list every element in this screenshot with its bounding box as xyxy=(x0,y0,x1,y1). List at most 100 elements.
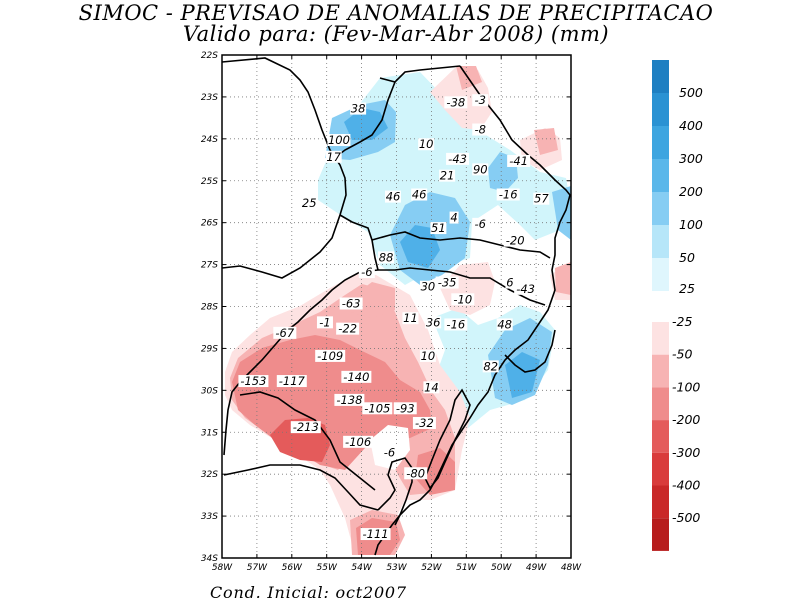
x-tick-label: 48W xyxy=(561,563,582,573)
contour-label-bg xyxy=(325,150,342,163)
contour-label-text: -106 xyxy=(345,435,371,449)
contour-label-text: -105 xyxy=(364,401,390,415)
legend-label: -50 xyxy=(672,347,692,362)
contour-label: 48 xyxy=(496,317,513,331)
contour-label-bg xyxy=(358,266,375,279)
border-state-pr-ms xyxy=(331,81,396,161)
contour-label-bg xyxy=(514,282,538,295)
y-tick-label: 23S xyxy=(201,93,218,103)
border-paraguay-brazil xyxy=(222,57,347,279)
border-argentina-brazil xyxy=(339,214,379,271)
y-tick-label: 29S xyxy=(201,344,218,354)
contour-label-text: -20 xyxy=(506,234,525,248)
contour-label: 25 xyxy=(301,196,318,210)
legend-label: 200 xyxy=(679,184,703,199)
contour-label: -16 xyxy=(496,188,520,202)
contour-label: -106 xyxy=(343,435,374,449)
contour-label: -32 xyxy=(412,416,436,430)
legend-label: 400 xyxy=(679,118,703,133)
contour-label-text: -80 xyxy=(406,466,425,480)
legend-label: -200 xyxy=(672,412,700,427)
contour-label: 6 xyxy=(505,276,515,290)
border-state-sp-pr xyxy=(379,65,461,83)
legend-swatch-blue xyxy=(652,60,669,93)
contour-label-text: 48 xyxy=(497,317,512,331)
contour-label: -43 xyxy=(514,282,538,296)
legend-swatch-red xyxy=(652,354,669,388)
x-tick-label: 53W xyxy=(386,563,407,573)
y-tick-label: 33S xyxy=(201,512,218,522)
contour-label-bg xyxy=(444,318,468,331)
legend-label: 25 xyxy=(679,281,695,296)
contour-label: -22 xyxy=(336,322,360,336)
contour-label: -153 xyxy=(238,374,269,388)
contour-label: 51 xyxy=(430,221,447,235)
anomaly-fill-mid-red-ne xyxy=(534,128,558,155)
legend-label: 50 xyxy=(679,250,695,265)
contour-label: -3 xyxy=(472,93,489,107)
anomaly-fill-mid-blue-coast xyxy=(552,186,571,240)
contour-label-text: -43 xyxy=(516,282,535,296)
legend-swatch-red xyxy=(652,420,669,453)
contour-label-bg xyxy=(423,381,440,394)
contour-label-text: -117 xyxy=(279,374,306,388)
contour-label-bg xyxy=(404,467,428,480)
border-rs-internal xyxy=(504,329,556,373)
contour-label-bg xyxy=(276,375,307,388)
y-tick-label: 25S xyxy=(201,177,218,187)
axis-ticks: 58W 57W 56W 55W 54W 53W 52W 51W 50W 49W 48W 22S 23S 2… xyxy=(201,51,582,573)
contour-label: -93 xyxy=(393,401,417,415)
contour-label-bg xyxy=(419,349,436,362)
contour-label-text: 6 xyxy=(506,276,513,290)
border-chile-grande xyxy=(239,391,376,491)
contour-label-text: 10 xyxy=(421,349,436,363)
contour-label-text: -6 xyxy=(475,217,486,231)
contour-label-bg xyxy=(334,393,365,406)
contour-label-bg xyxy=(360,528,391,541)
contour-label-bg xyxy=(385,190,402,203)
contour-label: -16 xyxy=(444,317,468,331)
contour-label-bg xyxy=(381,446,398,459)
contour-label-text: -67 xyxy=(275,326,294,340)
legend-swatch-red xyxy=(652,485,669,519)
y-tick-label: 34S xyxy=(201,554,218,564)
contour-label: 36 xyxy=(425,315,442,329)
contour-label: -67 xyxy=(273,326,297,340)
contour-label-bg xyxy=(496,318,513,331)
contour-label: -41 xyxy=(507,154,531,168)
contour-label: 21 xyxy=(439,169,456,183)
legend-label: -300 xyxy=(672,445,700,460)
contour-label-bg xyxy=(503,234,527,247)
contour-label: -38 xyxy=(444,95,468,109)
contour-label-bg xyxy=(290,421,321,434)
contour-label-text: -6 xyxy=(384,445,395,459)
legend-label: -25 xyxy=(672,314,692,329)
contour-label-bg xyxy=(449,211,459,224)
legend-label: -400 xyxy=(672,478,700,493)
contour-label: 17 xyxy=(325,150,342,164)
contour-label-bg xyxy=(341,370,372,383)
contour-label: 82 xyxy=(482,359,499,373)
contour-label: -138 xyxy=(334,393,365,407)
contour-label: -109 xyxy=(315,349,346,363)
contour-label: -6 xyxy=(381,445,398,459)
contour-label: 4 xyxy=(449,211,459,225)
contour-label-text: -32 xyxy=(415,416,434,430)
contour-label-bg xyxy=(402,312,419,325)
contour-label: 46 xyxy=(385,190,402,204)
contour-label-bg xyxy=(336,322,360,335)
contour-label-bg xyxy=(419,280,436,293)
contour-label-bg xyxy=(472,94,489,107)
contour-label-text: -16 xyxy=(446,317,465,331)
contour-label-text: 30 xyxy=(421,280,436,294)
border-uruguay-east xyxy=(377,457,413,526)
legend-label: -100 xyxy=(672,379,700,394)
contour-label-text: 38 xyxy=(351,102,366,116)
contour-label: -105 xyxy=(362,401,393,415)
contour-label-text: -16 xyxy=(499,188,518,202)
contour-label-text: 90 xyxy=(473,162,488,176)
contour-label-text: -6 xyxy=(361,265,372,279)
contour-label: -140 xyxy=(341,370,372,384)
y-tick-label: 26S xyxy=(201,219,218,229)
